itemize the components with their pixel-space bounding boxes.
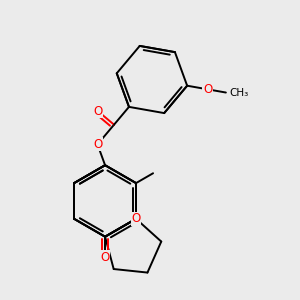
Text: O: O	[94, 105, 103, 118]
Text: O: O	[203, 83, 212, 96]
Text: O: O	[100, 251, 110, 264]
Text: CH₃: CH₃	[229, 88, 248, 98]
Text: O: O	[93, 138, 102, 151]
Text: O: O	[131, 212, 141, 225]
